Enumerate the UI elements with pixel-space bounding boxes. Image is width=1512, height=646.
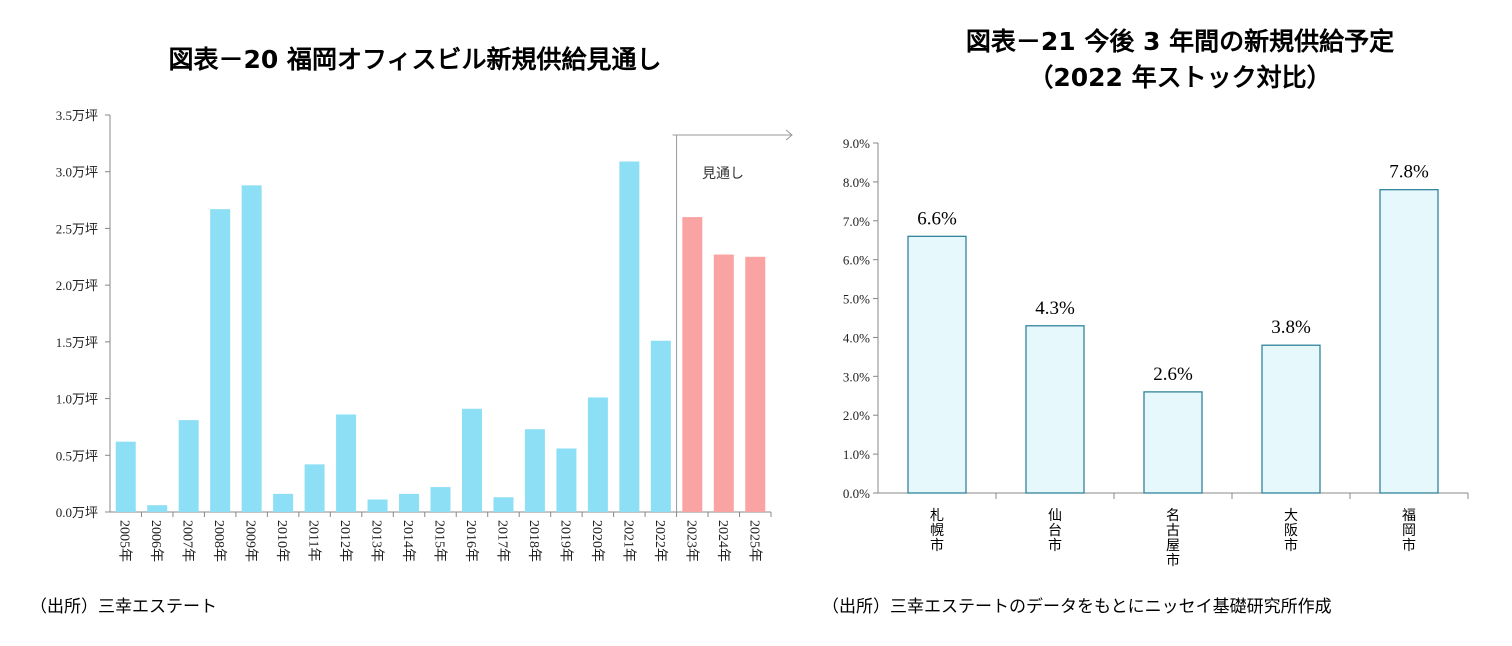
left-bar-2019年 — [556, 448, 577, 512]
forecast-annotation: 見通し — [702, 166, 744, 182]
left-x-label: 2007年 — [180, 520, 196, 562]
left-x-label: 2013年 — [369, 520, 385, 562]
left-x-label: 2019年 — [557, 520, 573, 562]
left-y-tick-label: 3.0万坪 — [56, 165, 98, 180]
left-bar-2006年 — [147, 505, 168, 512]
right-chart-title-line1: 図表－21 今後 3 年間の新規供給予定 — [965, 27, 1395, 56]
left-x-label: 2005年 — [117, 520, 133, 562]
left-x-label: 2018年 — [526, 520, 542, 562]
right-data-label: 2.6% — [1153, 364, 1193, 385]
left-bar-2010年 — [273, 493, 294, 512]
left-x-label: 2021年 — [620, 520, 636, 562]
left-y-tick-label: 1.0万坪 — [56, 392, 98, 407]
left-x-label: 2009年 — [243, 520, 259, 562]
right-bar-大阪市 — [1261, 344, 1321, 494]
left-bar-2025年 — [745, 256, 766, 512]
right-y-tick-label: 7.0% — [843, 214, 870, 229]
left-y-tick-label: 3.5万坪 — [56, 108, 98, 123]
right-bar-札幌市 — [907, 235, 967, 494]
right-x-label: 名古屋市 — [1166, 508, 1180, 569]
left-x-label: 2006年 — [148, 520, 164, 562]
left-bar-2008年 — [210, 209, 231, 512]
left-bar-2022年 — [650, 340, 671, 512]
left-x-label: 2017年 — [494, 520, 510, 562]
right-y-tick-label: 8.0% — [843, 175, 870, 190]
right-bar-名古屋市 — [1143, 391, 1203, 494]
right-y-tick-label: 3.0% — [843, 369, 870, 384]
right-data-label: 6.6% — [917, 208, 957, 229]
left-bar-2014年 — [399, 493, 420, 512]
left-y-tick-label: 0.0万坪 — [56, 505, 98, 520]
right-y-tick-label: 6.0% — [843, 253, 870, 268]
right-source-note: （出所）三幸エステートのデータをもとにニッセイ基礎研究所作成 — [822, 597, 1332, 617]
left-y-tick-label: 2.0万坪 — [56, 278, 98, 293]
right-y-tick-label: 5.0% — [843, 292, 870, 307]
left-bar-2024年 — [713, 254, 734, 512]
forecast-arrow-head-icon — [785, 129, 793, 141]
left-bar-2009年 — [241, 185, 262, 512]
left-bar-2015年 — [430, 487, 451, 512]
right-y-tick-label: 2.0% — [843, 408, 870, 423]
left-x-label: 2014年 — [400, 520, 416, 562]
right-y-tick-label: 0.0% — [843, 486, 870, 501]
right-x-label: 福岡市 — [1402, 508, 1416, 554]
left-bar-2013年 — [367, 499, 388, 512]
left-bar-2011年 — [304, 464, 325, 512]
left-bar-2020年 — [587, 397, 608, 512]
right-x-label: 札幌市 — [930, 508, 944, 554]
right-y-tick-label: 4.0% — [843, 330, 870, 345]
left-x-label: 2020年 — [589, 520, 605, 562]
left-bar-2012年 — [336, 414, 357, 512]
left-bar-2017年 — [493, 497, 514, 512]
left-x-label: 2008年 — [211, 520, 227, 562]
right-bar-福岡市 — [1379, 189, 1439, 494]
left-bar-2023年 — [682, 217, 703, 513]
left-x-label: 2011年 — [306, 520, 322, 561]
right-chart-title-line2: （2022 年ストック対比） — [1028, 63, 1332, 92]
right-data-label: 3.8% — [1271, 317, 1311, 338]
left-y-tick-label: 2.5万坪 — [56, 221, 98, 236]
right-bar-仙台市 — [1025, 325, 1085, 494]
left-y-tick-label: 1.5万坪 — [56, 335, 98, 350]
left-x-label: 2015年 — [432, 520, 448, 562]
left-chart-title: 図表－20 福岡オフィスビル新規供給見通し — [168, 45, 662, 74]
right-data-label: 7.8% — [1389, 162, 1429, 183]
left-x-label: 2010年 — [274, 520, 290, 562]
left-x-label: 2012年 — [337, 520, 353, 562]
left-bar-2007年 — [178, 420, 199, 512]
left-bar-2005年 — [115, 441, 136, 512]
left-x-label: 2022年 — [652, 520, 668, 562]
right-y-tick-label: 9.0% — [843, 136, 870, 151]
left-x-label: 2023年 — [683, 520, 699, 562]
right-x-label: 仙台市 — [1048, 508, 1062, 554]
left-x-label: 2024年 — [715, 520, 731, 562]
right-x-label: 大阪市 — [1284, 508, 1298, 554]
left-y-tick-label: 0.5万坪 — [56, 448, 98, 463]
left-x-label: 2016年 — [463, 520, 479, 562]
left-bar-2018年 — [524, 429, 545, 512]
left-bar-2016年 — [461, 408, 482, 512]
left-x-label: 2025年 — [746, 520, 762, 562]
right-data-label: 4.3% — [1035, 298, 1075, 319]
right-y-tick-label: 1.0% — [843, 447, 870, 462]
left-bar-2021年 — [619, 161, 640, 512]
left-source-note: （出所）三幸エステート — [30, 597, 217, 617]
